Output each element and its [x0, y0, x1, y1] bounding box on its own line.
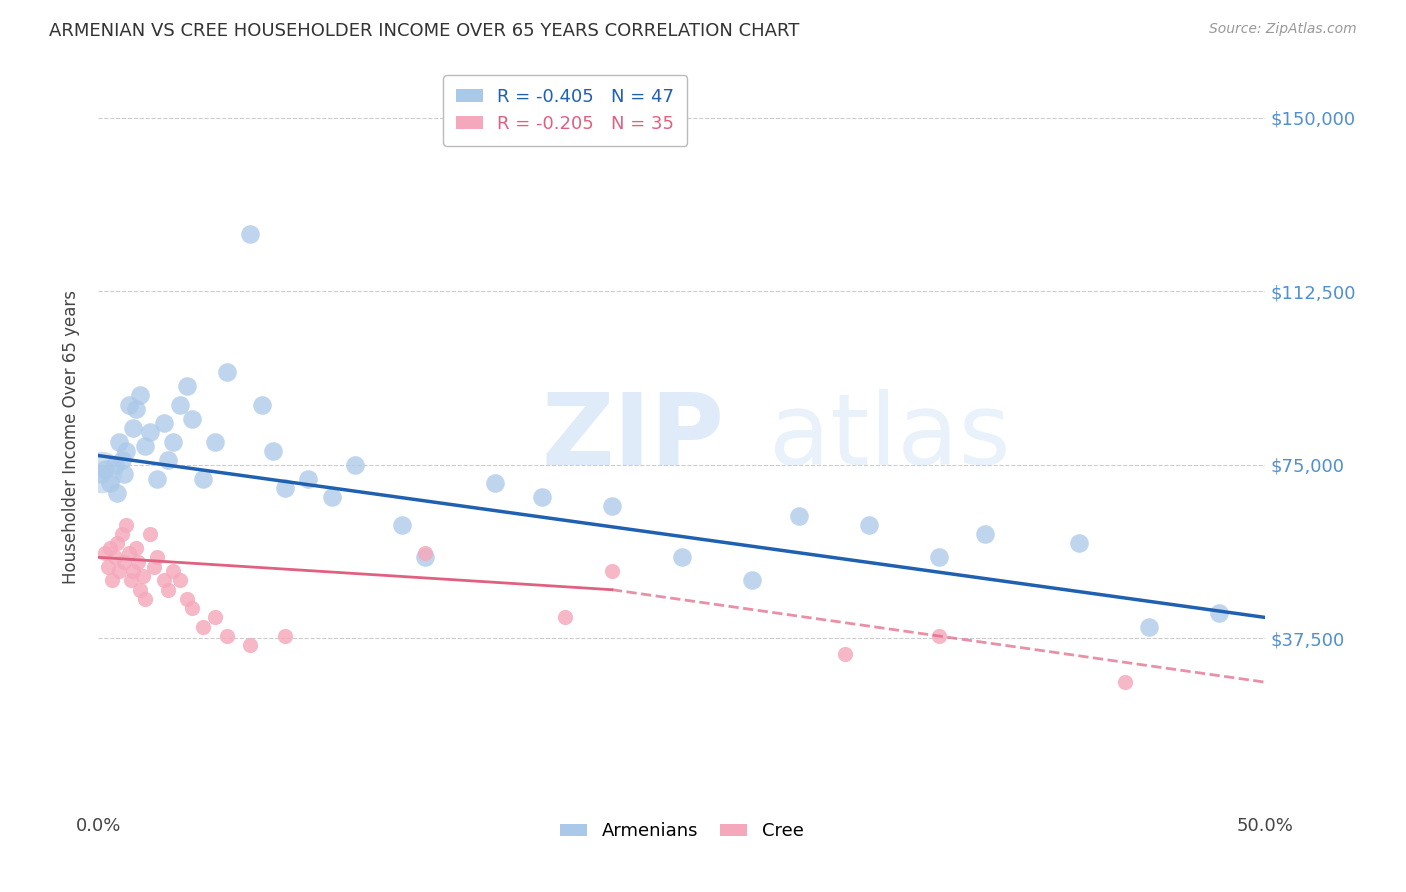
Point	[297, 472, 319, 486]
Point	[484, 476, 506, 491]
Point	[344, 458, 367, 472]
Point	[239, 227, 262, 241]
Point	[176, 379, 198, 393]
Point	[204, 610, 226, 624]
Point	[152, 416, 174, 430]
Point	[204, 434, 226, 449]
Point	[146, 472, 169, 486]
Point	[928, 629, 950, 643]
Point	[1067, 536, 1090, 550]
Text: ZIP: ZIP	[541, 389, 724, 485]
Point	[97, 559, 120, 574]
Point	[143, 559, 166, 574]
Point	[139, 425, 162, 440]
Point	[262, 444, 284, 458]
Point	[98, 541, 121, 555]
Point	[834, 648, 856, 662]
Point	[321, 490, 343, 504]
Point	[239, 638, 262, 652]
Point	[928, 550, 950, 565]
Point	[98, 476, 121, 491]
Point	[600, 564, 623, 578]
Point	[157, 453, 180, 467]
Point	[118, 546, 141, 560]
Point	[105, 536, 128, 550]
Point	[152, 574, 174, 588]
Point	[413, 546, 436, 560]
Point	[215, 629, 238, 643]
Point	[111, 527, 134, 541]
Point	[157, 582, 180, 597]
Point	[413, 550, 436, 565]
Point	[112, 555, 135, 569]
Point	[118, 398, 141, 412]
Point	[108, 434, 131, 449]
Point	[858, 518, 880, 533]
Point	[180, 411, 202, 425]
Point	[530, 490, 553, 504]
Legend: Armenians, Cree: Armenians, Cree	[553, 815, 811, 847]
Point	[250, 398, 273, 412]
Point	[180, 601, 202, 615]
Point	[787, 508, 810, 523]
Point	[1208, 606, 1230, 620]
Point	[127, 555, 149, 569]
Point	[122, 564, 145, 578]
Point	[169, 398, 191, 412]
Point	[600, 500, 623, 514]
Point	[176, 591, 198, 606]
Point	[94, 462, 117, 476]
Point	[104, 550, 127, 565]
Point	[193, 620, 215, 634]
Point	[105, 485, 128, 500]
Text: Source: ZipAtlas.com: Source: ZipAtlas.com	[1209, 22, 1357, 37]
Point	[741, 574, 763, 588]
Point	[122, 421, 145, 435]
Point	[125, 541, 148, 555]
Point	[134, 439, 156, 453]
Point	[215, 365, 238, 379]
Point	[132, 569, 155, 583]
Point	[146, 550, 169, 565]
Point	[115, 518, 138, 533]
Point	[111, 453, 134, 467]
Point	[108, 564, 131, 578]
Point	[193, 472, 215, 486]
Point	[162, 434, 184, 449]
Point	[115, 444, 138, 458]
Point	[90, 465, 112, 479]
Point	[134, 591, 156, 606]
Y-axis label: Householder Income Over 65 years: Householder Income Over 65 years	[62, 290, 80, 584]
Point	[1137, 620, 1160, 634]
Point	[120, 574, 142, 588]
Point	[94, 546, 117, 560]
Point	[671, 550, 693, 565]
Point	[391, 518, 413, 533]
Point	[104, 458, 127, 472]
Point	[129, 388, 152, 402]
Text: atlas: atlas	[769, 389, 1011, 485]
Point	[162, 564, 184, 578]
Point	[125, 402, 148, 417]
Point	[112, 467, 135, 481]
Point	[129, 582, 152, 597]
Point	[274, 481, 297, 495]
Point	[274, 629, 297, 643]
Point	[1114, 675, 1136, 690]
Point	[554, 610, 576, 624]
Point	[101, 574, 124, 588]
Point	[974, 527, 997, 541]
Text: ARMENIAN VS CREE HOUSEHOLDER INCOME OVER 65 YEARS CORRELATION CHART: ARMENIAN VS CREE HOUSEHOLDER INCOME OVER…	[49, 22, 800, 40]
Point	[90, 467, 112, 481]
Point	[139, 527, 162, 541]
Point	[169, 574, 191, 588]
